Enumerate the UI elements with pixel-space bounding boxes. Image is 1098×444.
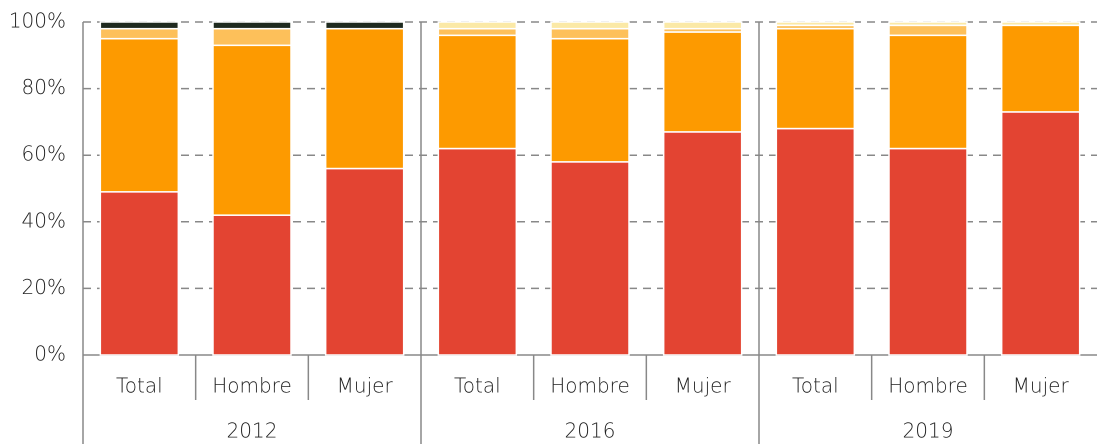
bar-segment xyxy=(437,34,518,150)
y-tick-label: 60% xyxy=(22,142,66,166)
x-tick-label: Mujer xyxy=(675,374,732,398)
bar-segment xyxy=(324,167,405,356)
bar-segment xyxy=(212,21,292,30)
y-tick-label: 20% xyxy=(22,275,66,299)
bar-segment xyxy=(1000,21,1081,27)
y-tick-label: 0% xyxy=(34,342,66,366)
bar-segment xyxy=(775,27,856,130)
group-label: 2016 xyxy=(565,419,616,443)
x-tick-label: Total xyxy=(792,374,839,398)
bar-segment xyxy=(888,24,968,37)
x-tick-label: Hombre xyxy=(550,374,630,398)
bar-segment xyxy=(1000,24,1081,113)
bar-segment xyxy=(662,31,743,133)
y-tick-label: 80% xyxy=(22,75,66,99)
x-tick-label: Mujer xyxy=(337,374,394,398)
bar-segment xyxy=(1000,111,1081,356)
x-tick-label: Hombre xyxy=(888,374,968,398)
bar-segment xyxy=(324,27,405,170)
bar-segment xyxy=(550,37,630,163)
bar-segment xyxy=(212,44,292,216)
bar-segment xyxy=(662,131,743,356)
bar-segment xyxy=(99,37,180,193)
y-tick-label: 100% xyxy=(9,9,66,33)
bar-segment xyxy=(550,161,630,356)
bar-segment xyxy=(212,27,292,47)
x-tick-label: Total xyxy=(454,374,501,398)
bar-segment xyxy=(550,27,630,40)
x-tick-label: Mujer xyxy=(1013,374,1070,398)
bar-segment xyxy=(888,21,968,27)
bar-segment xyxy=(437,27,518,37)
bar-segment xyxy=(99,191,180,356)
bar-segment xyxy=(99,27,180,40)
bar-segment xyxy=(437,147,518,356)
group-label: 2012 xyxy=(227,419,278,443)
bar-segment xyxy=(775,21,856,27)
bar-segment xyxy=(550,21,630,30)
bar-segment xyxy=(888,147,968,356)
bar-segment xyxy=(437,21,518,30)
bar-segment xyxy=(888,34,968,150)
group-label: 2019 xyxy=(903,419,954,443)
y-tick-label: 40% xyxy=(22,208,66,232)
bar-segment xyxy=(99,21,180,30)
bar-segment xyxy=(662,21,743,30)
x-tick-label: Hombre xyxy=(212,374,292,398)
bar-segment xyxy=(324,21,405,30)
bar-segment xyxy=(775,127,856,356)
bar-segment xyxy=(212,214,292,356)
x-tick-label: Total xyxy=(116,374,163,398)
